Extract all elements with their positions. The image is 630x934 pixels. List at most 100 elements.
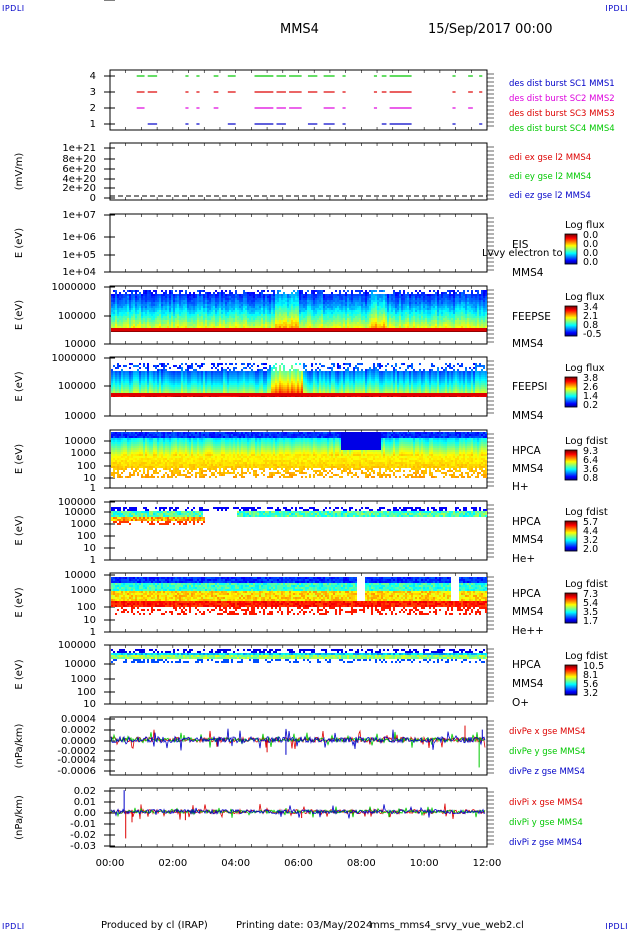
spectro-cell — [111, 314, 113, 316]
spectro-cell — [427, 322, 429, 324]
spectro-cell — [485, 316, 487, 318]
spectro-cell — [187, 312, 189, 314]
spectro-cell — [239, 308, 241, 310]
spectro-cell — [291, 296, 293, 298]
spectro-cell — [301, 294, 303, 296]
spectro-cell — [483, 290, 485, 292]
spectro-cell — [455, 304, 457, 306]
spectro-cell — [353, 294, 355, 296]
spectro-cell — [349, 296, 351, 298]
spectro-cell — [189, 320, 191, 322]
spectro-cell — [357, 318, 359, 320]
spectro-cell — [147, 318, 149, 320]
spectro-cell — [221, 322, 223, 324]
spectro-cell — [255, 326, 257, 328]
spectro-cell — [401, 302, 403, 304]
spectro-cell — [293, 308, 295, 310]
spectro-cell — [223, 310, 225, 312]
spectro-cell — [215, 310, 217, 312]
spectro-cell — [339, 316, 341, 318]
colorbar-title-feepse: Log flux — [565, 292, 605, 303]
spectro-cell — [175, 300, 177, 302]
spectro-cell — [369, 326, 371, 328]
spectro-cell — [117, 379, 119, 381]
spectro-cell — [207, 318, 209, 320]
spectro-cell — [407, 312, 409, 314]
spectro-cell — [471, 290, 473, 292]
spectro-cell — [141, 377, 143, 379]
spectro-cell — [279, 296, 281, 298]
spectro-cell — [291, 302, 293, 304]
spectro-cell — [337, 314, 339, 316]
spectro-cell — [461, 308, 463, 310]
spectro-cell — [355, 312, 357, 314]
spectro-cell — [283, 322, 285, 324]
spectro-cell — [465, 300, 467, 302]
spectro-cell — [423, 304, 425, 306]
spectro-cell — [139, 304, 141, 306]
spectro-cell — [251, 326, 253, 328]
spectro-cell — [149, 308, 151, 310]
spectro-cell — [413, 294, 415, 296]
spectro-cell — [181, 300, 183, 302]
corner-logo-bottom-right: IPDLI — [605, 922, 628, 931]
spectro-cell — [219, 318, 221, 320]
spectro-cell — [193, 324, 195, 326]
spectro-cell — [125, 381, 127, 383]
spectro-cell — [353, 308, 355, 310]
spectro-cell — [315, 320, 317, 322]
spectro-cell — [327, 300, 329, 302]
spectro-cell — [275, 310, 277, 312]
spectro-cell — [349, 316, 351, 318]
spectro-cell — [373, 304, 375, 306]
spectro-cell — [485, 312, 487, 314]
spectro-cell — [305, 312, 307, 314]
spectro-cell — [159, 308, 161, 310]
spectro-cell — [339, 300, 341, 302]
spectro-cell — [125, 304, 127, 306]
spectro-cell — [139, 308, 141, 310]
spectro-cell — [123, 375, 125, 377]
spectro-cell — [449, 316, 451, 318]
y-tick-label-divpe: 0.0002 — [61, 725, 96, 736]
spectro-cell — [183, 296, 185, 298]
spectro-cell — [353, 304, 355, 306]
spectro-cell — [243, 324, 245, 326]
spectro-cell — [143, 300, 145, 302]
spectro-cell — [237, 324, 239, 326]
spectro-cell — [389, 302, 391, 304]
spectro-cell — [159, 304, 161, 306]
spectro-cell — [219, 316, 221, 318]
spectro-cell — [393, 300, 395, 302]
spectro-cell — [429, 304, 431, 306]
spectro-cell — [431, 298, 433, 300]
spectro-cell — [149, 312, 151, 314]
spectro-cell — [391, 300, 393, 302]
spectro-cell — [253, 300, 255, 302]
spectro-cell — [169, 324, 171, 326]
spectro-cell — [113, 318, 115, 320]
spectro-cell — [387, 326, 389, 328]
spectro-cell — [263, 320, 265, 322]
spectro-cell — [335, 290, 337, 292]
spectro-cell — [463, 294, 465, 296]
spectro-cell — [299, 322, 301, 324]
spectro-cell — [371, 304, 373, 306]
spectro-cell — [471, 306, 473, 308]
spectro-cell — [399, 302, 401, 304]
spectro-cell — [147, 310, 149, 312]
spectro-cell — [269, 314, 271, 316]
spectro-cell — [153, 296, 155, 298]
spectro-cell — [359, 304, 361, 306]
spectro-cell — [179, 294, 181, 296]
spectro-cell — [393, 304, 395, 306]
spectro-cell — [143, 320, 145, 322]
spectro-cell — [451, 306, 453, 308]
spectro-cell — [371, 316, 373, 318]
spectro-cell — [143, 375, 145, 377]
spectro-cell — [137, 369, 139, 371]
spectro-cell — [233, 324, 235, 326]
spectro-cell — [247, 298, 249, 300]
spectro-cell — [113, 310, 115, 312]
spectro-cell — [405, 296, 407, 298]
